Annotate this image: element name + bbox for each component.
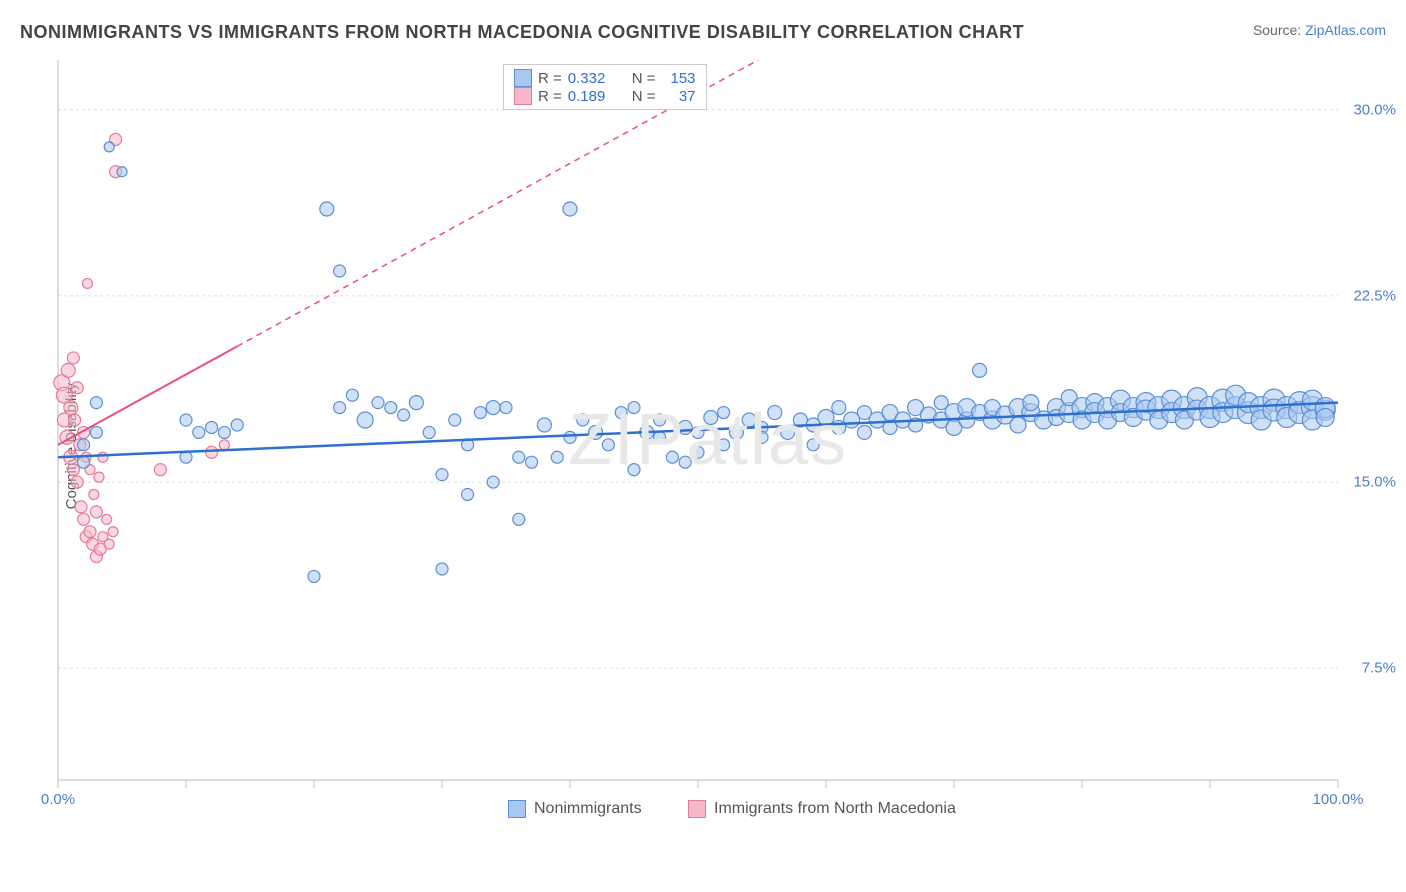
legend-n-value: 37: [662, 88, 696, 105]
legend-swatch: [688, 800, 706, 818]
y-tick-label: 30.0%: [1353, 101, 1396, 118]
chart-area: ZIPatlas R =0.332N =153R =0.189N =37 Non…: [48, 60, 1368, 820]
legend-swatch: [514, 87, 532, 105]
legend-r-label: R =: [538, 88, 562, 105]
legend-row: R = 0.189 N = 37: [514, 87, 696, 105]
legend-n-label: N =: [632, 88, 656, 105]
source-attribution: Source: ZipAtlas.com: [1253, 22, 1386, 38]
chart-title: NONIMMIGRANTS VS IMMIGRANTS FROM NORTH M…: [20, 22, 1024, 43]
legend-n-label: N =: [632, 70, 656, 87]
legend-r-value: 0.189: [568, 88, 618, 105]
legend-n-value: 153: [662, 70, 696, 87]
correlation-legend: R = 0.332 N = 153 R = 0.189 N = 37: [503, 64, 707, 110]
legend-row: R = 0.332 N = 153: [514, 69, 696, 87]
series-name: Nonimmigrants: [534, 800, 642, 818]
series-name: Immigrants from North Macedonia: [714, 800, 956, 818]
source-prefix: Source:: [1253, 22, 1305, 38]
source-link[interactable]: ZipAtlas.com: [1305, 22, 1386, 38]
legend-swatch: [508, 800, 526, 818]
legend-swatch: [514, 69, 532, 87]
series-legend-immigrants: Immigrants from North Macedonia: [688, 800, 956, 818]
x-tick-label: 0.0%: [41, 791, 75, 808]
legend-r-label: R =: [538, 70, 562, 87]
legend-r-value: 0.332: [568, 70, 618, 87]
y-tick-label: 22.5%: [1353, 287, 1396, 304]
y-tick-label: 15.0%: [1353, 474, 1396, 491]
x-tick-label: 100.0%: [1313, 791, 1364, 808]
scatter-plot: [48, 60, 1368, 820]
series-legend-nonimmigrants: Nonimmigrants: [508, 800, 642, 818]
y-tick-label: 7.5%: [1362, 660, 1396, 677]
